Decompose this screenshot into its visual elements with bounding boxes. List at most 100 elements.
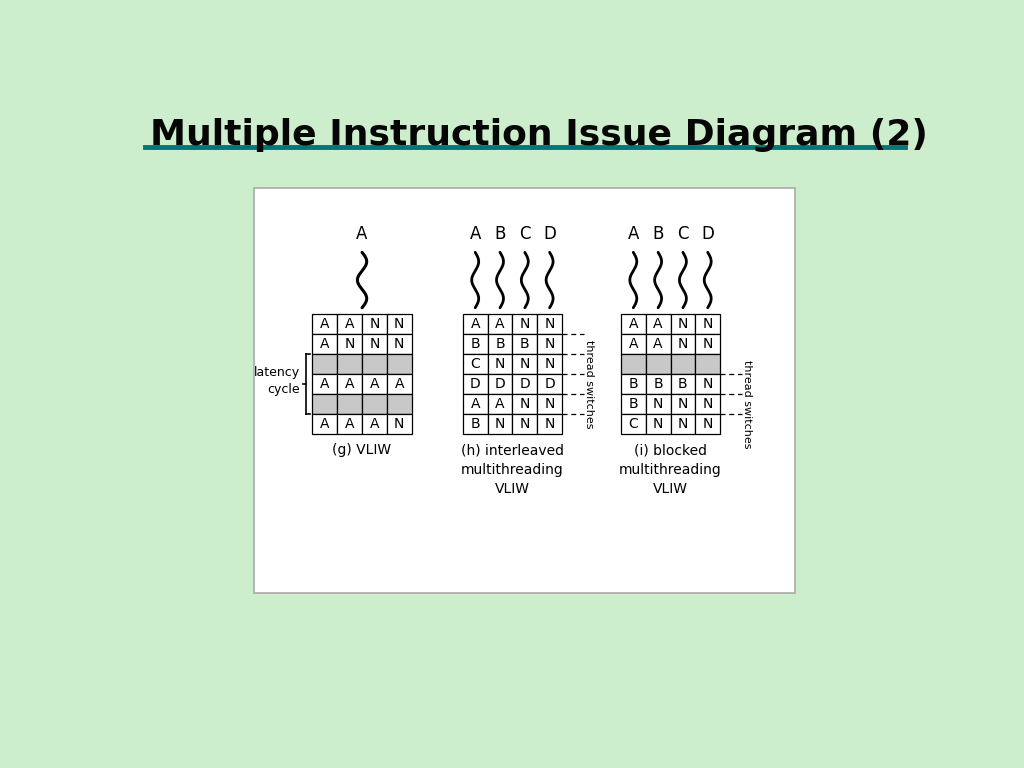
Bar (463, 314, 487, 334)
Text: B: B (470, 337, 480, 351)
Bar (387, 354, 412, 374)
Text: N: N (702, 417, 713, 431)
Text: N: N (394, 317, 404, 331)
Text: N: N (702, 337, 713, 351)
Bar (538, 354, 562, 374)
Text: B: B (629, 377, 638, 391)
Bar (362, 354, 387, 374)
Bar (621, 314, 646, 334)
Text: A: A (470, 397, 480, 411)
Text: N: N (678, 417, 688, 431)
Bar (646, 354, 671, 374)
Bar (387, 394, 412, 414)
Text: B: B (678, 377, 688, 391)
Text: D: D (495, 377, 506, 391)
Text: A: A (496, 317, 505, 331)
Text: A: A (629, 317, 638, 331)
Bar (621, 374, 646, 394)
Bar (337, 374, 362, 394)
Bar (463, 334, 487, 354)
Bar (538, 374, 562, 394)
Bar (671, 374, 695, 394)
Bar (646, 314, 671, 334)
Text: D: D (701, 225, 714, 243)
Bar (512, 354, 538, 374)
Bar (512, 334, 538, 354)
Text: D: D (470, 377, 480, 391)
Text: N: N (495, 357, 505, 371)
Bar (538, 314, 562, 334)
Text: N: N (545, 357, 555, 371)
Bar (337, 314, 362, 334)
Bar (387, 314, 412, 334)
Text: N: N (678, 337, 688, 351)
Bar (621, 354, 646, 374)
Bar (463, 374, 487, 394)
Text: A: A (470, 317, 480, 331)
Bar (538, 414, 562, 434)
Text: (g) VLIW: (g) VLIW (333, 443, 391, 457)
Bar (487, 414, 512, 434)
Text: B: B (470, 417, 480, 431)
Text: N: N (678, 397, 688, 411)
Bar (646, 414, 671, 434)
Text: A: A (321, 317, 330, 331)
Bar (387, 374, 412, 394)
Bar (362, 314, 387, 334)
Bar (337, 334, 362, 354)
Bar (312, 374, 337, 394)
Bar (312, 394, 337, 414)
Bar (512, 314, 538, 334)
Text: N: N (394, 417, 404, 431)
Text: B: B (653, 377, 663, 391)
Text: D: D (544, 377, 555, 391)
Text: C: C (470, 357, 480, 371)
Text: N: N (545, 397, 555, 411)
Text: D: D (519, 377, 530, 391)
Text: A: A (356, 225, 368, 243)
Text: thread switches: thread switches (584, 339, 594, 429)
Text: N: N (545, 417, 555, 431)
Bar (695, 394, 720, 414)
Bar (538, 334, 562, 354)
Text: N: N (702, 317, 713, 331)
Bar (463, 394, 487, 414)
Bar (646, 374, 671, 394)
Bar (362, 334, 387, 354)
Bar (695, 314, 720, 334)
Text: D: D (543, 225, 556, 243)
Text: B: B (495, 225, 506, 243)
Bar (487, 334, 512, 354)
Text: A: A (321, 337, 330, 351)
Text: C: C (519, 225, 530, 243)
Bar (337, 394, 362, 414)
Text: N: N (678, 317, 688, 331)
Text: N: N (519, 317, 530, 331)
Bar (463, 414, 487, 434)
FancyBboxPatch shape (254, 188, 796, 593)
Text: Multiple Instruction Issue Diagram (2): Multiple Instruction Issue Diagram (2) (150, 118, 928, 151)
Bar (487, 314, 512, 334)
Text: A: A (370, 377, 379, 391)
Text: (h) interleaved
multithreading
VLIW: (h) interleaved multithreading VLIW (461, 443, 564, 496)
Text: N: N (519, 357, 530, 371)
Text: B: B (520, 337, 529, 351)
Bar (487, 394, 512, 414)
Bar (487, 354, 512, 374)
Text: N: N (653, 417, 664, 431)
Bar (695, 354, 720, 374)
Bar (671, 334, 695, 354)
Bar (671, 314, 695, 334)
Bar (621, 334, 646, 354)
Bar (538, 394, 562, 414)
Bar (337, 414, 362, 434)
Bar (646, 394, 671, 414)
Bar (463, 354, 487, 374)
Text: A: A (496, 397, 505, 411)
Bar (487, 374, 512, 394)
Bar (695, 414, 720, 434)
Text: thread switches: thread switches (742, 359, 753, 449)
Text: N: N (370, 337, 380, 351)
Text: A: A (653, 337, 663, 351)
Bar (337, 354, 362, 374)
